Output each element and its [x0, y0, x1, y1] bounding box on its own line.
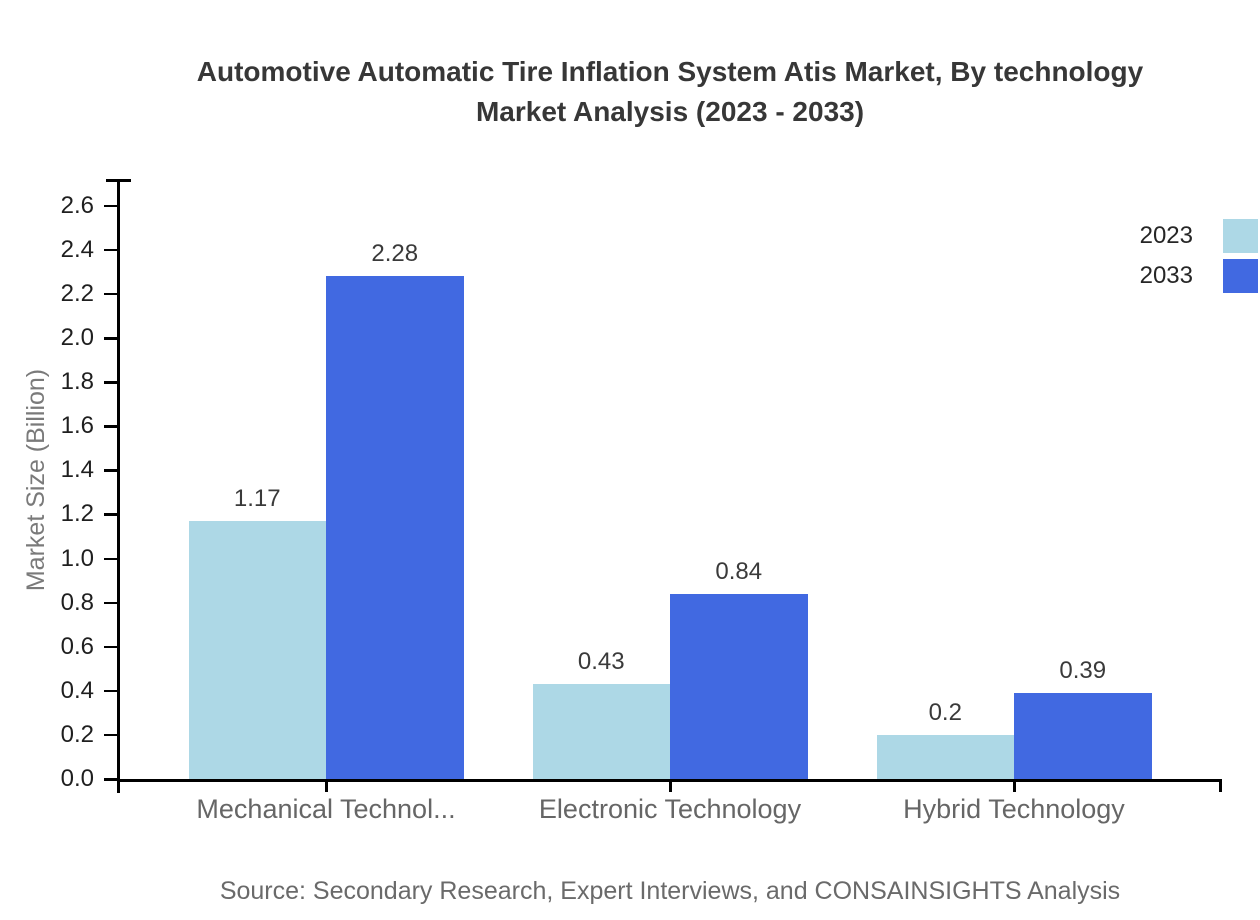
y-axis-line — [117, 179, 120, 793]
y-tick-label: 0.4 — [60, 676, 94, 704]
y-tick-mark — [104, 248, 118, 252]
bar-2023-1 — [532, 684, 670, 779]
y-tick-label: 2.6 — [60, 191, 94, 219]
legend-swatch — [1223, 259, 1258, 293]
y-tick-mark — [104, 513, 118, 516]
y-tick-mark — [104, 381, 118, 384]
bar-2033-0 — [326, 276, 464, 779]
chart-title-line2: Market Analysis (2023 - 2033) — [475, 96, 865, 127]
bar-value-label: 0.39 — [1059, 657, 1107, 684]
bar-value-label: 1.17 — [233, 485, 281, 512]
legend-item-2033: 2033 — [1140, 256, 1258, 296]
x-tick-mark — [669, 779, 672, 792]
chart-title: Automotive Automatic Tire Inflation Syst… — [80, 52, 1260, 132]
bar-value-label: 0.2 — [928, 699, 962, 726]
bar-value-label: 0.43 — [577, 648, 625, 675]
y-tick-label: 2.0 — [60, 324, 94, 351]
y-tick-label: 2.4 — [60, 235, 94, 263]
y-tick-mark — [104, 645, 118, 649]
y-tick-label: 1.8 — [60, 368, 94, 396]
y-tick-label: 0.0 — [60, 765, 94, 792]
legend: 2023 2033 — [1140, 216, 1258, 296]
x-category-label: Mechanical Technol... — [196, 794, 456, 824]
y-tick-label: 2.2 — [60, 279, 94, 307]
y-tick-label: 1.2 — [60, 500, 94, 528]
bar-2033-1 — [670, 594, 808, 779]
bar-2033-2 — [1014, 693, 1152, 779]
legend-label: 2023 — [1139, 222, 1193, 249]
y-tick-label: 1.0 — [60, 544, 94, 572]
y-tick-mark — [104, 778, 118, 781]
x-axis-end-tick — [1219, 779, 1222, 792]
y-tick-mark — [104, 204, 118, 208]
y-tick-mark — [104, 689, 118, 693]
source-note: Source: Secondary Research, Expert Inter… — [219, 877, 1121, 905]
bar-value-label: 0.84 — [715, 558, 763, 585]
legend-item-2023: 2023 — [1140, 216, 1258, 256]
bar-value-label: 2.28 — [371, 240, 419, 267]
x-category-label: Hybrid Technology — [903, 794, 1125, 824]
y-axis-top-cap — [106, 179, 131, 182]
bar-2023-2 — [876, 735, 1014, 779]
chart-title-line1: Automotive Automatic Tire Inflation Syst… — [196, 56, 1144, 87]
legend-label: 2033 — [1139, 262, 1193, 289]
y-tick-label: 0.6 — [60, 632, 94, 660]
bar-2023-0 — [188, 521, 326, 779]
y-tick-mark — [104, 601, 118, 605]
x-category-label: Electronic Technology — [538, 794, 802, 824]
y-tick-label: 0.2 — [60, 720, 94, 748]
y-tick-mark — [104, 733, 118, 737]
y-tick-label: 0.8 — [60, 588, 94, 616]
y-tick-mark — [104, 337, 118, 340]
legend-swatch — [1223, 219, 1258, 253]
y-tick-mark — [104, 557, 118, 560]
y-tick-label: 1.6 — [60, 412, 94, 440]
y-tick-label: 1.4 — [60, 456, 94, 484]
x-tick-mark — [1013, 779, 1016, 792]
y-tick-mark — [104, 425, 118, 428]
y-tick-mark — [104, 292, 118, 296]
y-tick-mark — [104, 469, 118, 472]
x-tick-mark — [325, 779, 328, 792]
